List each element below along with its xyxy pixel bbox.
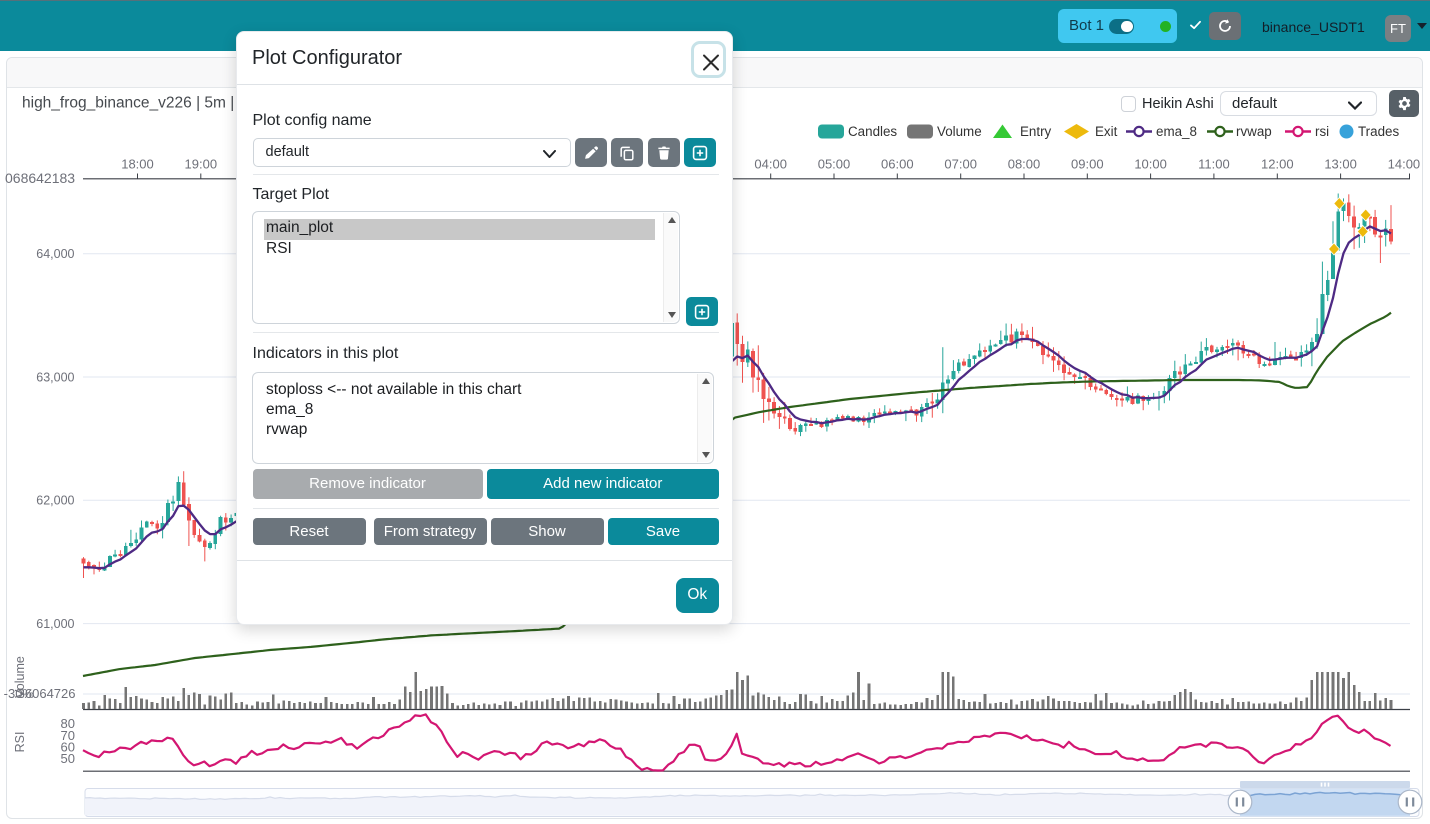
svg-text:08:00: 08:00: [1008, 157, 1041, 172]
svg-text:80: 80: [61, 716, 75, 731]
svg-text:06:00: 06:00: [881, 157, 914, 172]
svg-text:Trades: Trades: [1358, 124, 1399, 139]
svg-text:-30%: -30%: [4, 686, 35, 701]
svg-text:60: 60: [61, 739, 75, 754]
svg-text:12:00: 12:00: [1261, 157, 1294, 172]
svg-text:rsi: rsi: [1315, 124, 1329, 139]
svg-text:04:00: 04:00: [754, 157, 787, 172]
svg-text:14:00: 14:00: [1388, 157, 1421, 172]
svg-text:11:00: 11:00: [1198, 157, 1230, 172]
svg-text:63,000: 63,000: [36, 370, 74, 384]
svg-text:07:00: 07:00: [944, 157, 977, 172]
svg-text:068642183: 068642183: [5, 170, 75, 186]
svg-text:Exit: Exit: [1095, 124, 1118, 139]
svg-text:rvwap: rvwap: [1236, 124, 1272, 139]
svg-text:RSI: RSI: [13, 732, 27, 753]
svg-text:Entry: Entry: [1020, 124, 1052, 139]
svg-text:36064726: 36064726: [18, 686, 76, 701]
svg-text:13:00: 13:00: [1324, 157, 1357, 172]
svg-text:09:00: 09:00: [1071, 157, 1104, 172]
svg-text:10:00: 10:00: [1134, 157, 1167, 172]
svg-text:19:00: 19:00: [185, 157, 218, 172]
svg-text:ema_8: ema_8: [1156, 124, 1197, 139]
svg-text:64,000: 64,000: [36, 247, 74, 261]
svg-text:Volume: Volume: [13, 656, 27, 698]
svg-text:62,000: 62,000: [36, 494, 74, 508]
svg-text:18:00: 18:00: [121, 157, 154, 172]
svg-text:Volume: Volume: [937, 124, 982, 139]
svg-text:Candles: Candles: [848, 124, 897, 139]
svg-text:05:00: 05:00: [818, 157, 851, 172]
svg-text:50: 50: [61, 751, 75, 766]
svg-text:61,000: 61,000: [36, 617, 74, 631]
svg-text:70: 70: [61, 728, 75, 743]
